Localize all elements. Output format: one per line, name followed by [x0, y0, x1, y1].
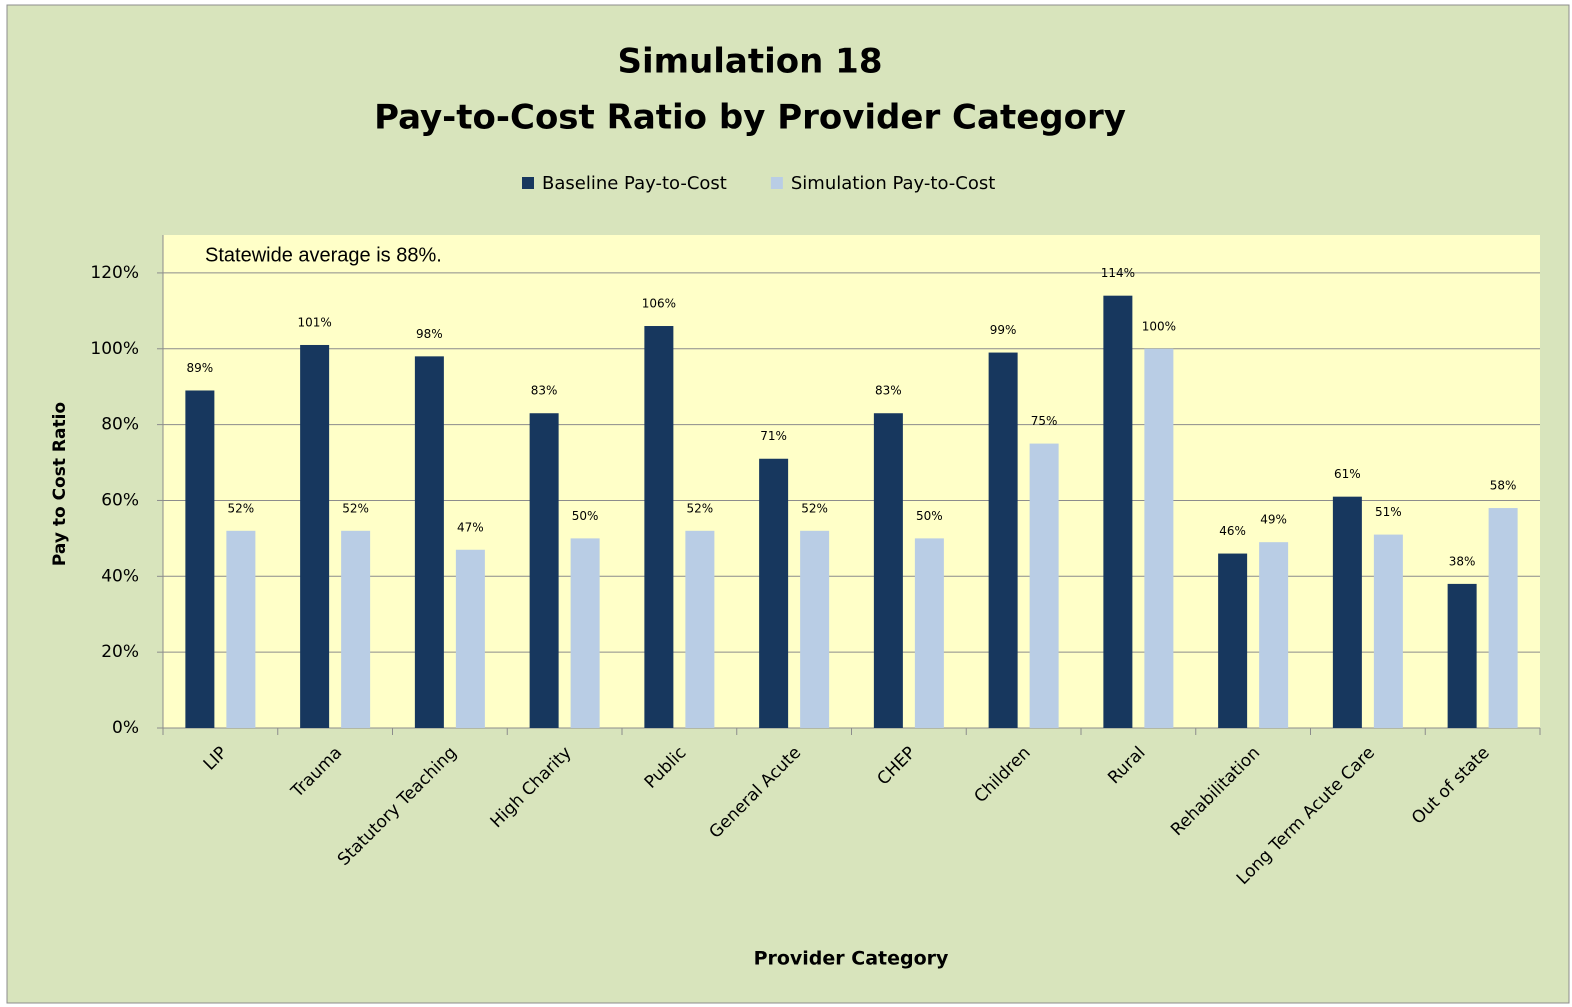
- x-axis-label: Provider Category: [754, 948, 949, 970]
- y-tick-label: 60%: [101, 490, 139, 510]
- value-label: 52%: [228, 501, 255, 515]
- value-label: 83%: [875, 384, 902, 398]
- bar: [185, 390, 215, 728]
- value-label: 51%: [1375, 505, 1402, 519]
- value-label: 52%: [342, 501, 369, 515]
- value-label: 49%: [1260, 513, 1287, 527]
- bar: [1103, 295, 1133, 728]
- bar: [759, 458, 789, 728]
- value-label: 58%: [1490, 479, 1517, 493]
- bar: [1218, 553, 1248, 728]
- chart-title: Simulation 18: [618, 42, 883, 82]
- bar: [1447, 583, 1477, 728]
- bar: [685, 530, 715, 728]
- value-label: 46%: [1219, 524, 1246, 538]
- bar: [529, 413, 559, 728]
- annotation: Statewide average is 88%.: [205, 244, 442, 266]
- value-label: 98%: [416, 327, 443, 341]
- y-tick-label: 100%: [90, 339, 139, 359]
- value-label: 52%: [801, 501, 828, 515]
- value-label: 38%: [1449, 554, 1476, 568]
- legend-swatch: [522, 177, 534, 189]
- value-label: 106%: [642, 297, 676, 311]
- bar: [644, 326, 674, 728]
- y-tick-label: 80%: [101, 415, 139, 435]
- value-label: 61%: [1334, 467, 1361, 481]
- value-label: 75%: [1031, 414, 1058, 428]
- chart-subtitle: Pay-to-Cost Ratio by Provider Category: [374, 98, 1126, 138]
- y-tick-label: 0%: [112, 718, 139, 738]
- bar: [800, 530, 830, 728]
- bar: [1488, 508, 1518, 728]
- bar: [988, 352, 1018, 728]
- bar: [414, 356, 444, 728]
- legend-label: Simulation Pay-to-Cost: [791, 173, 995, 194]
- bar: [1029, 443, 1059, 728]
- value-label: 101%: [297, 315, 331, 329]
- bar: [873, 413, 903, 728]
- bar: [570, 538, 600, 728]
- bar: [341, 530, 371, 728]
- y-tick-label: 120%: [90, 263, 139, 283]
- value-label: 83%: [531, 384, 558, 398]
- bar: [1259, 542, 1289, 728]
- value-label: 50%: [916, 509, 943, 523]
- bar: [300, 344, 330, 728]
- y-tick-label: 20%: [101, 642, 139, 662]
- y-tick-label: 40%: [101, 566, 139, 586]
- legend-label: Baseline Pay-to-Cost: [542, 173, 727, 194]
- y-axis-label: Pay to Cost Ratio: [50, 402, 70, 566]
- bar: [1373, 534, 1403, 728]
- value-label: 100%: [1142, 319, 1176, 333]
- bar: [226, 530, 256, 728]
- bar: [1144, 348, 1174, 728]
- value-label: 47%: [457, 520, 484, 534]
- legend-swatch: [770, 177, 783, 189]
- value-label: 50%: [572, 509, 599, 523]
- value-label: 52%: [687, 501, 714, 515]
- value-label: 114%: [1101, 266, 1135, 280]
- value-label: 99%: [990, 323, 1017, 337]
- value-label: 71%: [760, 429, 787, 443]
- bar: [455, 549, 485, 728]
- bar: [914, 538, 944, 728]
- bar: [1332, 496, 1362, 728]
- plot-area: [163, 235, 1540, 728]
- value-label: 89%: [187, 361, 214, 375]
